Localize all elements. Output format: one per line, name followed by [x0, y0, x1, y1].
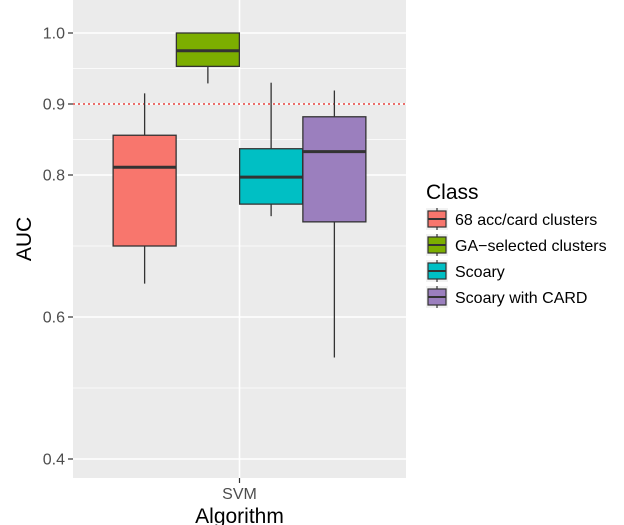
legend-item-2: Scoary: [426, 260, 505, 282]
legend: 68 acc/card clusters GA−selected clusters…: [426, 208, 607, 308]
legend-item-3: Scoary with CARD: [426, 286, 587, 308]
box-body: [112, 134, 177, 247]
legend-label: Scoary: [455, 264, 505, 281]
legend-item-1: GA−selected clusters: [426, 234, 607, 256]
legend-label: Scoary with CARD: [455, 290, 587, 307]
y-tick-label: 0.4: [43, 452, 65, 469]
box-3: [302, 90, 367, 358]
y-axis-title: AUC: [13, 217, 36, 261]
y-tick-label: 1.0: [43, 26, 65, 43]
boxes: [112, 32, 367, 358]
box-1: [175, 32, 241, 84]
y-tick-label: 0.9: [43, 97, 65, 114]
box-body: [302, 116, 367, 223]
y-tick-label: 0.6: [43, 310, 65, 327]
legend-label: GA−selected clusters: [455, 238, 607, 255]
legend-item-0: 68 acc/card clusters: [426, 208, 597, 230]
x-axis-title: Algorithm: [195, 505, 284, 525]
y-tick-label: 0.8: [43, 168, 65, 185]
x-axis: SVM: [222, 478, 257, 503]
box-0: [112, 93, 177, 284]
legend-title: Class: [426, 181, 479, 204]
x-tick-label: SVM: [222, 486, 257, 503]
box-2: [238, 82, 304, 217]
y-axis: 0.4 0.6 0.8 0.9 1.0: [43, 26, 73, 469]
legend-label: 68 acc/card clusters: [455, 212, 597, 229]
